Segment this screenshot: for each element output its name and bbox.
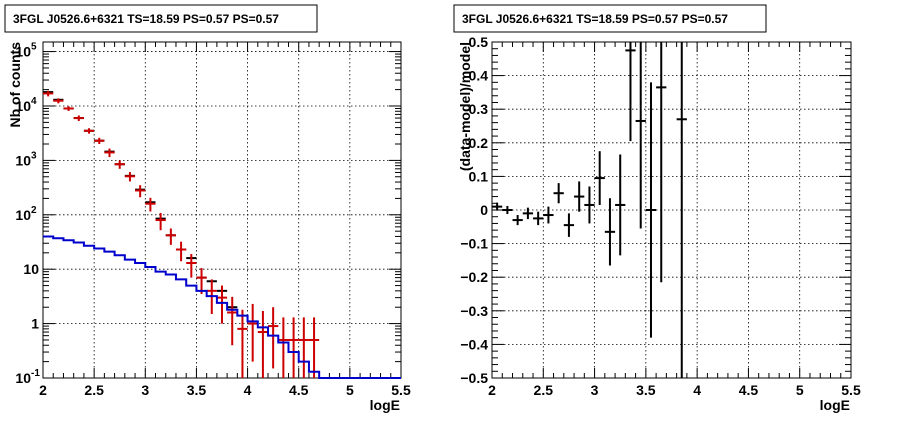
x-tick-label: 3.5	[636, 382, 656, 398]
y-tick-exponent: 5	[31, 42, 37, 53]
y-tick-exponent: 4	[31, 96, 37, 107]
x-tick-label: 2	[488, 382, 496, 398]
y-tick-label: −0.2	[460, 269, 488, 285]
series-3	[43, 235, 401, 379]
x-tick-label: 2	[39, 382, 47, 398]
y-tick-label: −0.4	[460, 336, 488, 352]
y-tick-label: 0	[480, 202, 488, 218]
panel-1: 3FGL J0526.6+6321 TS=18.59 PS=0.57 PS=0.…	[4, 4, 411, 413]
x-tick-label: 3.5	[187, 382, 207, 398]
y-tick-label: 0.4	[469, 68, 489, 84]
y-tick-label: 0.3	[469, 101, 489, 117]
panel-2: 3FGL J0526.6+6321 TS=18.59 PS=0.57 PS=0.…	[453, 4, 861, 413]
y-tick-exponent: 3	[31, 150, 37, 161]
chart-title: 3FGL J0526.6+6321 TS=18.59 PS=0.57 PS=0.…	[13, 12, 279, 26]
y-tick-label: 10	[15, 152, 31, 168]
y-tick-label: −0.5	[460, 370, 488, 386]
y-tick-label: 0.5	[469, 34, 489, 50]
x-tick-label: 3	[141, 382, 149, 398]
x-tick-label: 2.5	[534, 382, 554, 398]
x-tick-label: 4	[244, 382, 252, 398]
x-axis-title: logE	[370, 397, 400, 413]
model-step-line	[43, 235, 401, 379]
y-tick-label: −0.1	[460, 236, 488, 252]
y-axis-title: (data-model)/model	[457, 42, 473, 171]
x-tick-label: 3	[591, 382, 599, 398]
y-tick-label: 10	[15, 44, 31, 60]
y-tick-label: 10	[15, 370, 31, 386]
x-tick-label: 2.5	[84, 382, 104, 398]
series-1	[43, 91, 238, 309]
plot-frame	[42, 41, 402, 379]
x-axis-title: logE	[820, 397, 850, 413]
y-tick-label: 10	[15, 207, 31, 223]
y-tick-label: 1	[31, 316, 39, 332]
chart-title: 3FGL J0526.6+6321 TS=18.59 PS=0.57 PS=0.…	[462, 12, 728, 26]
x-tick-label: 5	[346, 382, 354, 398]
chart-title-box	[453, 4, 767, 33]
y-tick-exponent: 2	[31, 205, 37, 216]
x-tick-label: 4	[693, 382, 701, 398]
y-tick-label: 0.2	[469, 135, 489, 151]
y-axis-title: Nb of counts	[7, 42, 23, 128]
chart-title-box	[4, 4, 318, 33]
series-2	[43, 90, 320, 378]
x-tick-label: 4.5	[739, 382, 759, 398]
y-tick-label: 10	[23, 261, 39, 277]
y-tick-label: −0.3	[460, 303, 488, 319]
y-tick-exponent: -1	[31, 368, 40, 379]
x-tick-label: 5.5	[841, 382, 861, 398]
x-tick-label: 4.5	[289, 382, 309, 398]
x-tick-label: 5	[796, 382, 804, 398]
series-1	[492, 42, 687, 378]
y-tick-label: 0.1	[469, 168, 489, 184]
x-tick-label: 5.5	[391, 382, 411, 398]
y-tick-label: 10	[15, 98, 31, 114]
